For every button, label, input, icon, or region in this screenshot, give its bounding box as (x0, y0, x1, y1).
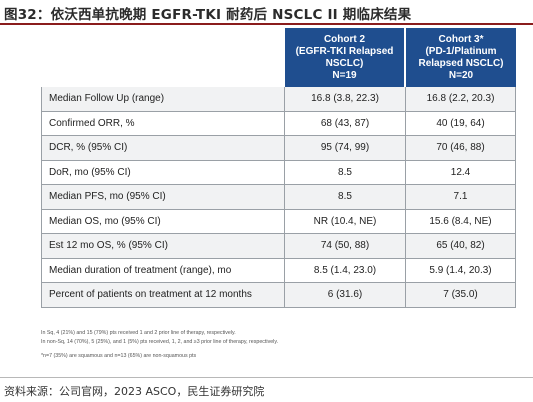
results-table: Cohort 2 (EGFR-TKI Relapsed NSCLC) N=19 … (41, 28, 516, 308)
source-divider (0, 377, 533, 378)
row-label: Median duration of treatment (range), mo (41, 258, 285, 282)
cohort-3-value: 7 (35.0) (406, 283, 516, 307)
header-cohort-2: Cohort 2 (EGFR-TKI Relapsed NSCLC) N=19 (285, 28, 404, 87)
cohort-3-value: 5.9 (1.4, 20.3) (406, 258, 516, 282)
header-line: N=19 (332, 69, 357, 81)
table-row: Median Follow Up (range) 16.8 (3.8, 22.3… (41, 87, 516, 112)
footnote: *n=7 (35%) are squamous and n=13 (65%) a… (41, 353, 197, 359)
row-label: Median PFS, mo (95% CI) (41, 185, 285, 209)
cohort-2-value: 8.5 (285, 160, 406, 184)
cohort-2-value: 68 (43, 87) (285, 111, 406, 135)
header-line: Cohort 3* (438, 33, 484, 45)
table-row: Median OS, mo (95% CI) NR (10.4, NE) 15.… (41, 209, 516, 234)
cohort-2-value: 6 (31.6) (285, 283, 406, 307)
cohort-2-value: 95 (74, 99) (285, 136, 406, 160)
header-line: N=20 (448, 69, 474, 81)
cohort-3-value: 65 (40, 82) (406, 234, 516, 258)
table-row: Median PFS, mo (95% CI) 8.5 7.1 (41, 185, 516, 210)
cohort-3-value: 15.6 (8.4, NE) (406, 209, 516, 233)
cohort-3-value: 7.1 (406, 185, 516, 209)
header-line: NSCLC) (325, 57, 364, 69)
source-note: 资料来源：公司官网，2023 ASCO，民生证券研究院 (4, 385, 265, 398)
cohort-3-value: 40 (19, 64) (406, 111, 516, 135)
row-label: Confirmed ORR, % (41, 111, 285, 135)
table-header: Cohort 2 (EGFR-TKI Relapsed NSCLC) N=19 … (41, 28, 516, 87)
title-divider (0, 23, 533, 25)
header-line: Relapsed NSCLC) (418, 57, 504, 69)
footnote: In non-Sq, 14 (70%), 5 (25%), and 1 (5%)… (41, 339, 279, 345)
footnote: In Sq, 4 (21%) and 15 (79%) pts received… (41, 330, 236, 336)
header-cohort-3: Cohort 3* (PD-1/Platinum Relapsed NSCLC)… (406, 28, 516, 87)
cohort-2-value: NR (10.4, NE) (285, 209, 406, 233)
table-row: Confirmed ORR, % 68 (43, 87) 40 (19, 64) (41, 111, 516, 136)
row-label: DCR, % (95% CI) (41, 136, 285, 160)
header-line: (PD-1/Platinum (425, 45, 497, 57)
cohort-3-value: 16.8 (2.2, 20.3) (406, 87, 516, 111)
table-row: Median duration of treatment (range), mo… (41, 258, 516, 283)
header-line: (EGFR-TKI Relapsed (295, 45, 394, 57)
cohort-2-value: 74 (50, 88) (285, 234, 406, 258)
cohort-2-value: 8.5 (1.4, 23.0) (285, 258, 406, 282)
cohort-2-value: 16.8 (3.8, 22.3) (285, 87, 406, 111)
table-row: Percent of patients on treatment at 12 m… (41, 283, 516, 308)
table-row: Est 12 mo OS, % (95% CI) 74 (50, 88) 65 … (41, 234, 516, 259)
row-label: Est 12 mo OS, % (95% CI) (41, 234, 285, 258)
table-row: DoR, mo (95% CI) 8.5 12.4 (41, 160, 516, 185)
table-row: DCR, % (95% CI) 95 (74, 99) 70 (46, 88) (41, 136, 516, 161)
cohort-3-value: 12.4 (406, 160, 516, 184)
cohort-3-value: 70 (46, 88) (406, 136, 516, 160)
cohort-2-value: 8.5 (285, 185, 406, 209)
figure-title: 图32：依沃西单抗晚期 EGFR-TKI 耐药后 NSCLC II 期临床结果 (4, 7, 412, 23)
row-label: Median OS, mo (95% CI) (41, 209, 285, 233)
table-footnotes: In Sq, 4 (21%) and 15 (79%) pts received… (41, 329, 521, 361)
row-label: Median Follow Up (range) (41, 87, 285, 111)
row-label: DoR, mo (95% CI) (41, 160, 285, 184)
header-blank-cell (41, 28, 285, 87)
row-label: Percent of patients on treatment at 12 m… (41, 283, 285, 307)
header-line: Cohort 2 (323, 33, 366, 45)
